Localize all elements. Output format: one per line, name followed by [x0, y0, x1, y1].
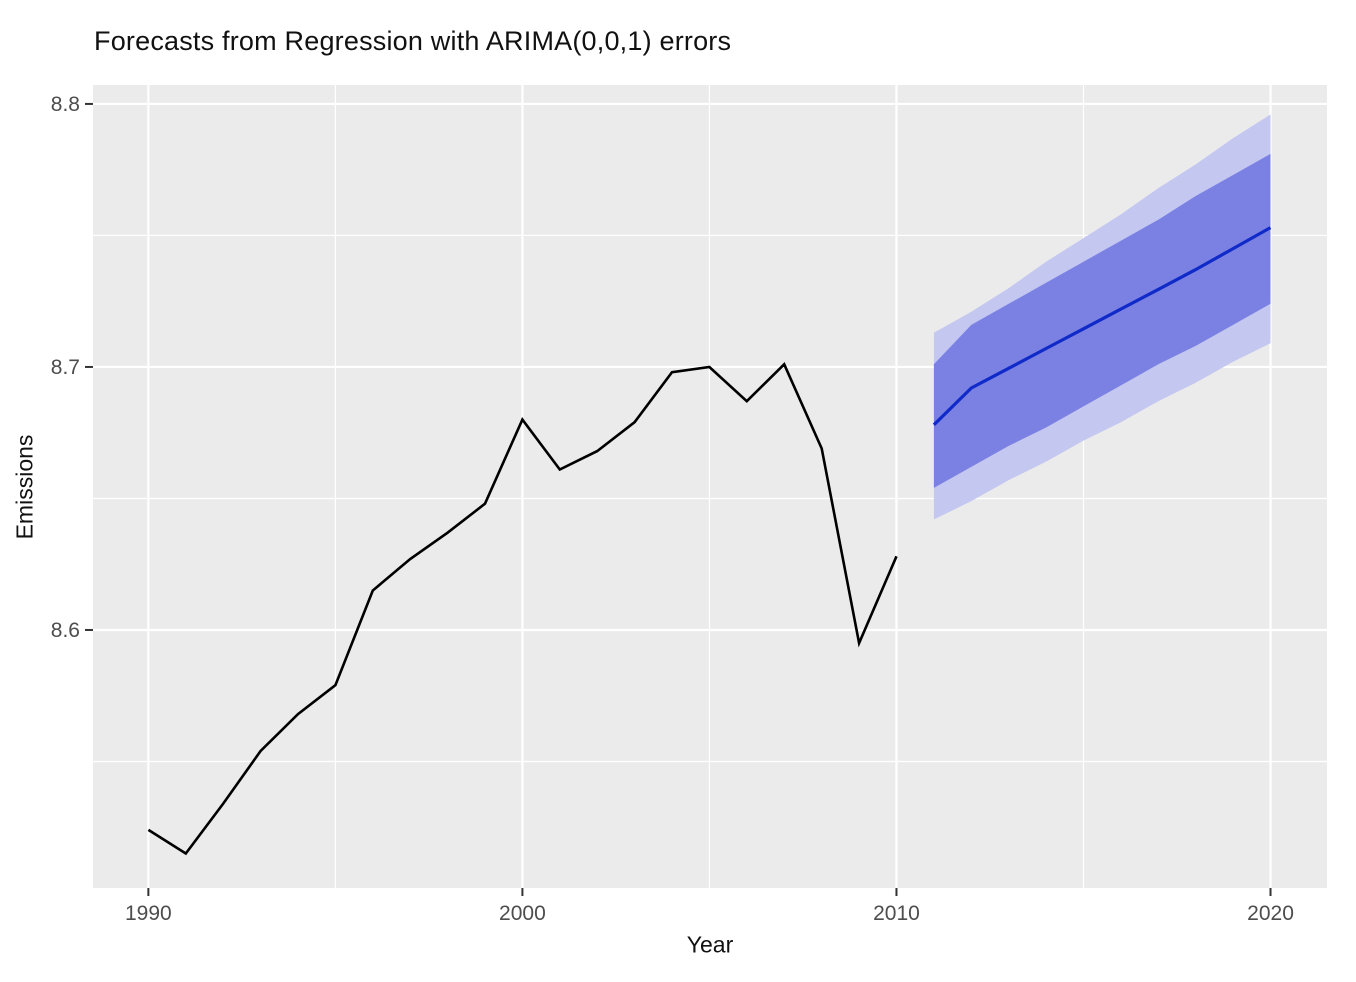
y-tick-label: 8.6: [51, 619, 80, 642]
historical-line: [147, 362, 898, 856]
chart-title: Forecasts from Regression with ARIMA(0,0…: [94, 26, 732, 56]
x-axis-title: Year: [686, 931, 734, 958]
y-tick-label: 8.8: [51, 93, 80, 116]
forecast-mean-line: [932, 226, 1272, 426]
x-tick-label: 2020: [1247, 902, 1294, 925]
x-tick-label: 2010: [873, 902, 920, 925]
y-axis-title: Emissions: [11, 434, 38, 540]
x-tick-label: 1990: [125, 902, 172, 925]
y-tick-label: 8.7: [51, 356, 80, 379]
x-tick-label: 2000: [499, 902, 546, 925]
prediction-ribbon-80: [933, 153, 1271, 488]
